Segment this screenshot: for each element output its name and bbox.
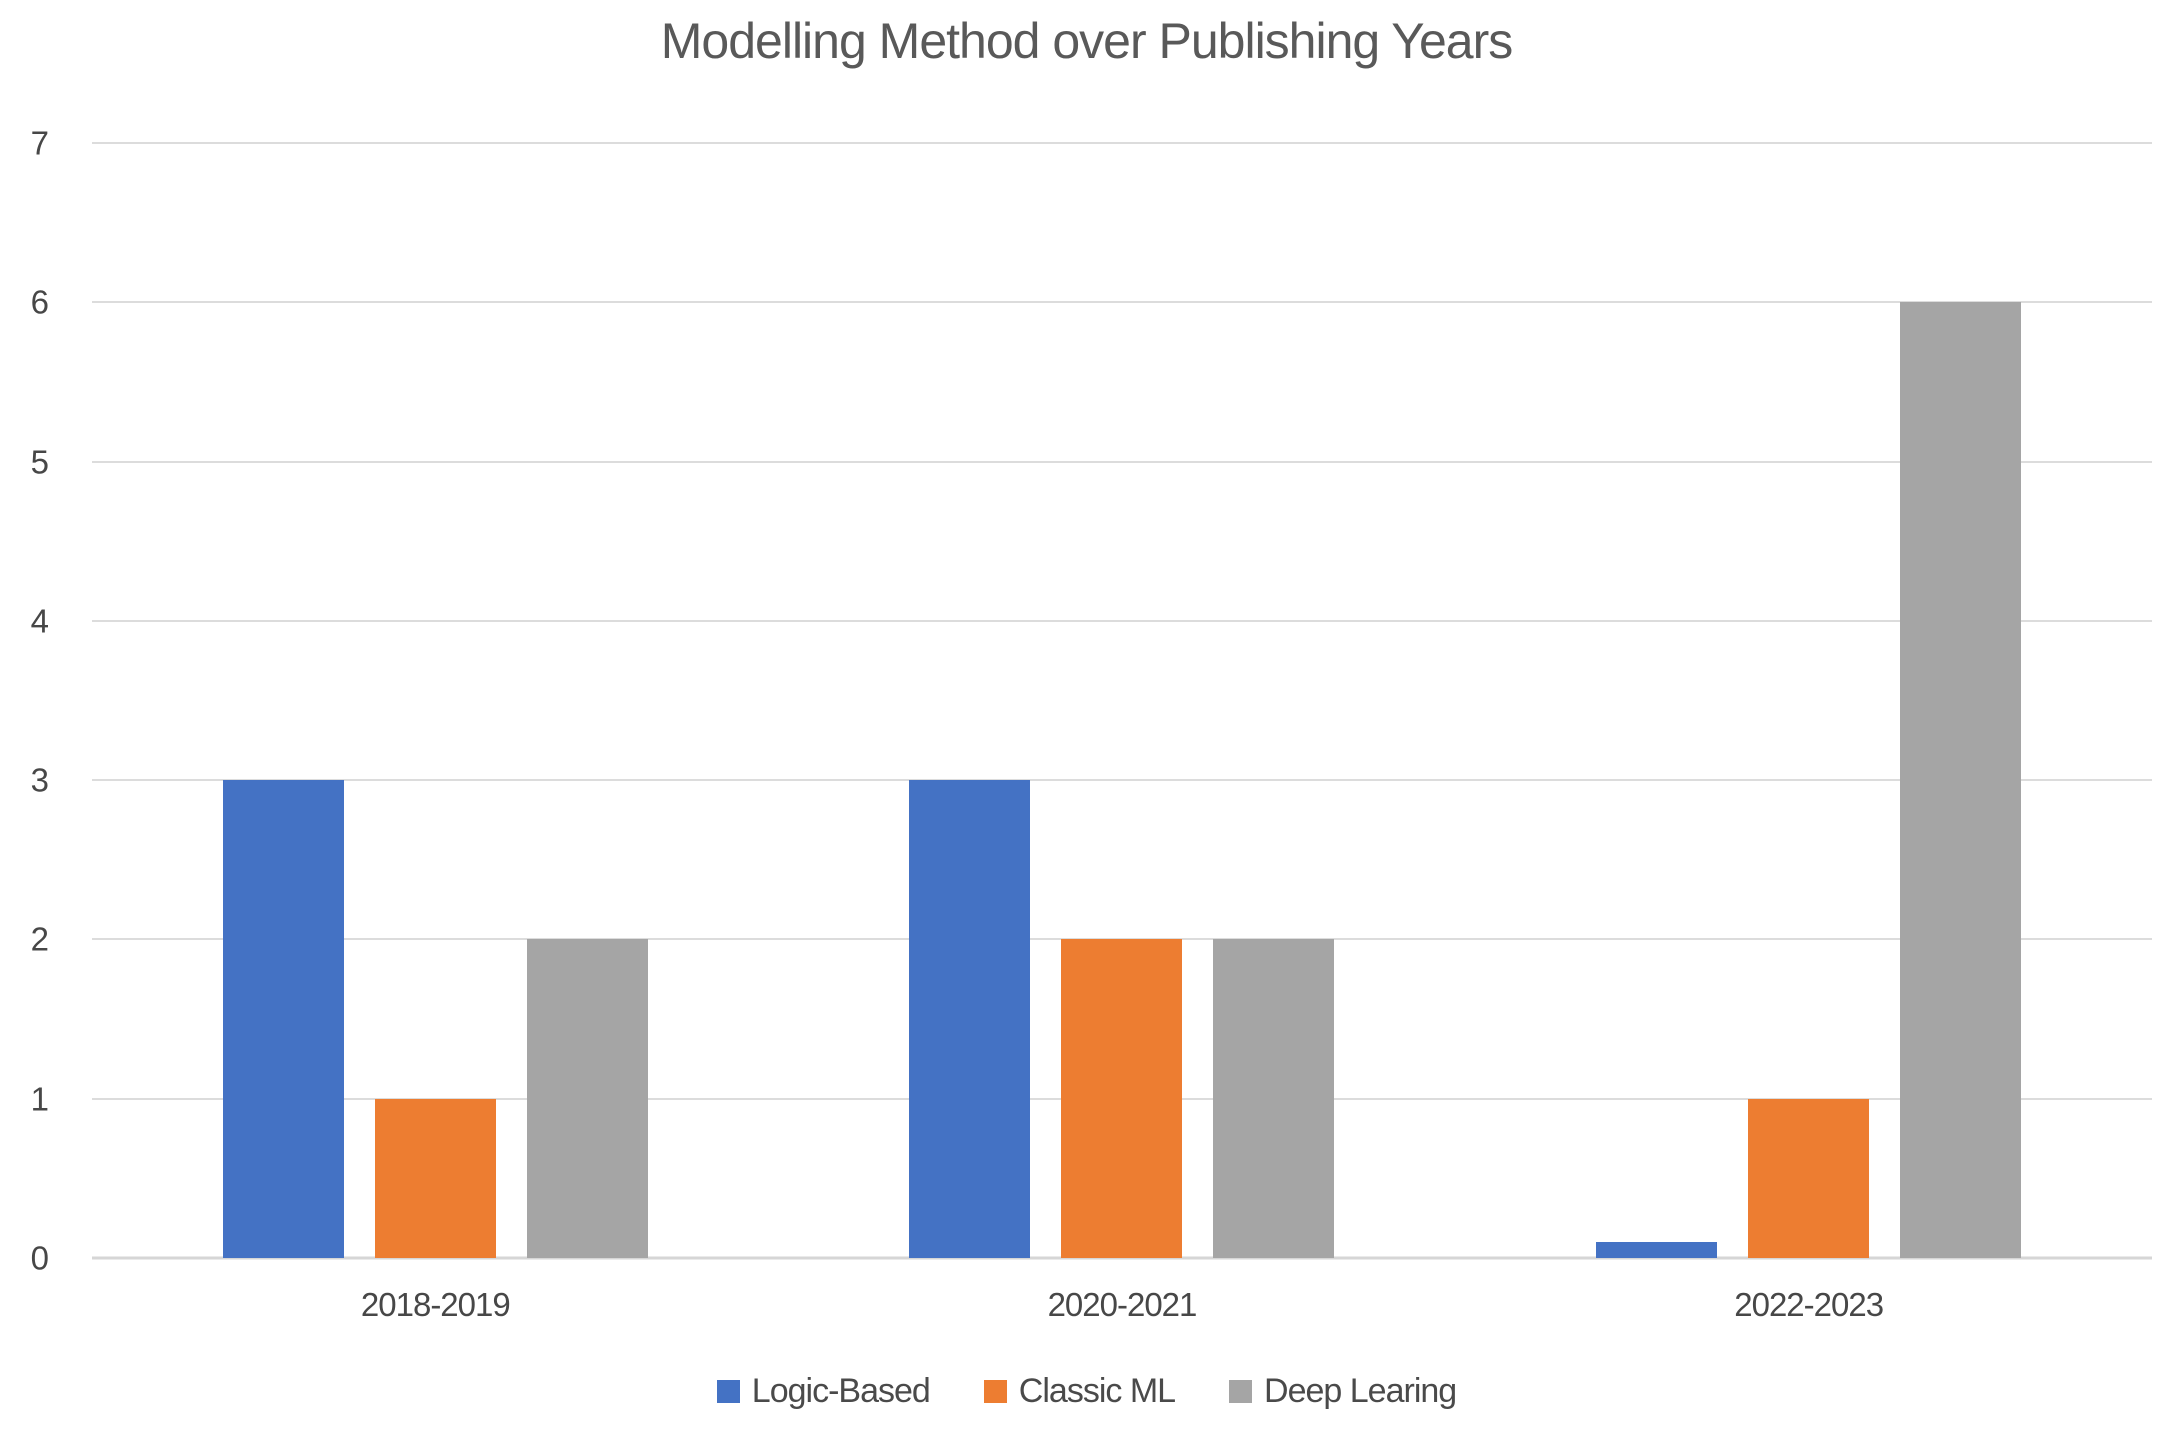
bar-classic-ml [1748,1098,1870,1258]
category-group [1465,143,2152,1258]
y-tick-label: 2 [30,920,49,958]
bar-logic-based [222,780,344,1258]
gridline [92,142,2152,144]
legend-swatch [983,1380,1007,1403]
x-tick-label: 2018-2019 [360,1286,511,1323]
gridline [92,460,2152,463]
y-tick-label: 3 [30,761,49,799]
bar-classic-ml [1061,939,1183,1258]
category-group [779,143,1466,1258]
legend-label: Deep Learing [1264,1372,1457,1410]
x-tick-label: 2020-2021 [1047,1286,1198,1323]
gridline [92,301,2152,304]
category-group [92,143,779,1258]
legend-swatch [1229,1380,1253,1403]
y-tick-label: 5 [30,443,49,481]
bar-classic-ml [374,1098,496,1258]
bar-deep-learing [1900,302,2022,1258]
bar-deep-learing [526,939,648,1258]
legend-item: Logic-Based [716,1372,931,1411]
x-axis-line [92,1256,2152,1260]
legend-label: Logic-Based [751,1372,931,1410]
chart-title: Modelling Method over Publishing Years [660,13,1513,69]
legend: Logic-Based Classic ML Deep Learing [0,1372,2173,1411]
y-tick-label: 1 [30,1080,49,1118]
y-tick-label: 4 [30,602,49,640]
legend-item: Deep Learing [1229,1372,1457,1411]
gridline [92,619,2152,622]
bar-logic-based [1596,1242,1718,1258]
legend-item: Classic ML [983,1372,1176,1411]
x-tick-label: 2022-2023 [1734,1286,1884,1323]
bar-logic-based [909,780,1031,1258]
y-tick-label: 7 [30,124,49,162]
y-tick-label: 0 [30,1239,49,1277]
legend-swatch [716,1380,740,1403]
bar-deep-learing [1213,939,1335,1258]
plot-area: 0 1 2 3 4 5 6 7 2018-2019 2020-2021 2022-2023 [31,127,2152,1323]
legend-label: Classic ML [1018,1372,1176,1410]
gridline [92,779,2152,782]
y-tick-label: 6 [30,283,49,321]
